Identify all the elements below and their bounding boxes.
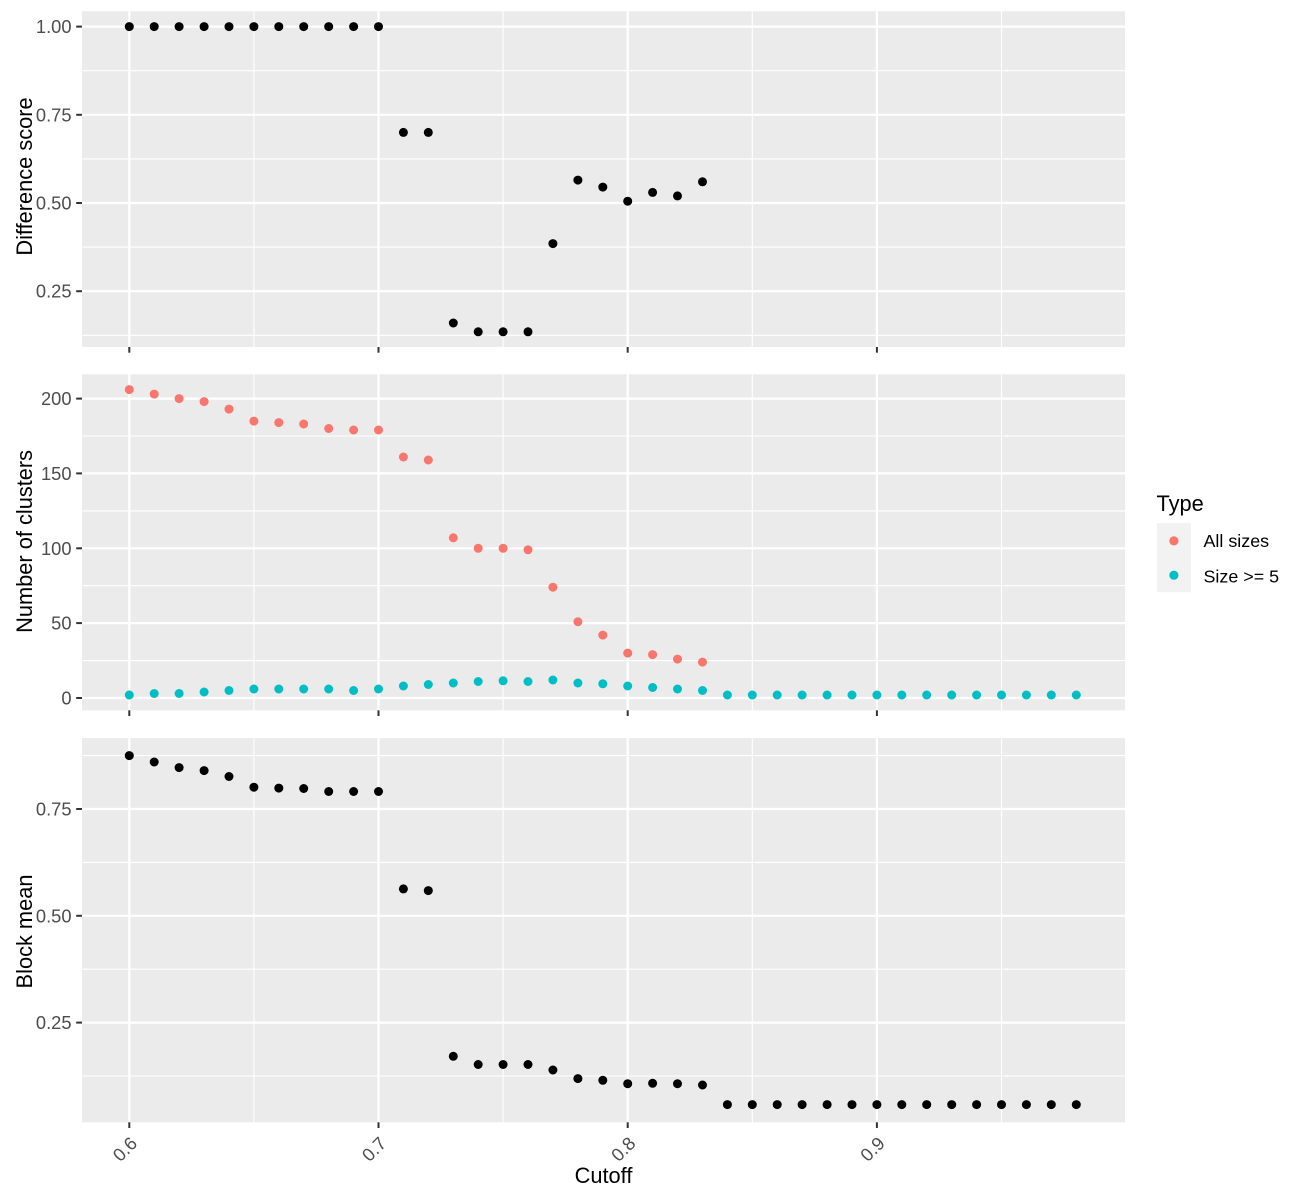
svg-text:50: 50 [51, 613, 71, 634]
svg-text:1.00: 1.00 [36, 16, 72, 37]
svg-text:0.25: 0.25 [36, 281, 72, 302]
svg-text:0.50: 0.50 [36, 193, 72, 214]
svg-text:0.75: 0.75 [36, 799, 72, 820]
svg-text:Number of clusters: Number of clusters [12, 450, 37, 633]
svg-text:Block mean: Block mean [12, 875, 37, 989]
svg-text:150: 150 [41, 463, 72, 484]
svg-text:Type: Type [1157, 491, 1204, 516]
svg-text:Cutoff: Cutoff [575, 1163, 634, 1188]
svg-text:0: 0 [61, 688, 71, 709]
svg-text:Size >= 5: Size >= 5 [1204, 566, 1280, 586]
svg-text:0.25: 0.25 [36, 1012, 72, 1033]
svg-text:0.50: 0.50 [36, 905, 72, 926]
svg-text:100: 100 [41, 538, 72, 559]
svg-text:Difference score: Difference score [12, 97, 37, 255]
svg-text:0.75: 0.75 [36, 104, 72, 125]
svg-text:200: 200 [41, 388, 72, 409]
svg-text:All sizes: All sizes [1204, 531, 1270, 551]
